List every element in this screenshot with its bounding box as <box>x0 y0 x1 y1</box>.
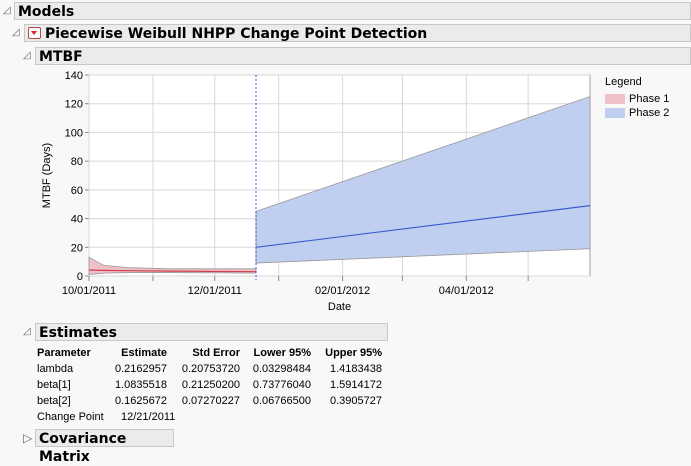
swatch <box>605 108 625 118</box>
col-header: Estimate <box>121 347 167 359</box>
mtbf-header[interactable]: MTBF <box>35 47 691 65</box>
col-header: Parameter <box>37 347 91 359</box>
models-title: Models <box>18 4 75 20</box>
covariance-header[interactable]: Covariance Matrix <box>35 429 174 465</box>
platform-header[interactable]: Piecewise Weibull NHPP Change Point Dete… <box>24 24 691 42</box>
legend-title: Legend <box>605 76 642 88</box>
disclosure-triangle-icon[interactable]: ◿ <box>12 27 20 38</box>
change-point-label: Change Point <box>37 411 104 423</box>
y-axis-label: MTBF (Days) <box>41 143 53 208</box>
table-header: Parameter Estimate Std Error Lower 95% Upper… <box>37 345 382 361</box>
models-header[interactable]: Models <box>14 2 691 20</box>
y-tick-label: 80 <box>71 156 83 168</box>
col-header: Std Error <box>192 347 240 359</box>
estimates-title: Estimates <box>39 325 117 341</box>
cell: beta[2] <box>37 395 71 407</box>
mtbf-title: MTBF <box>39 49 83 65</box>
col-header: Upper 95% <box>325 347 382 359</box>
x-tick-label: 10/01/2011 <box>62 285 116 297</box>
y-tick-label: 100 <box>65 127 83 139</box>
cell: 0.2162957 <box>115 363 167 375</box>
y-tick-label: 0 <box>77 271 83 283</box>
col-header: Lower 95% <box>253 347 311 359</box>
cell: 0.06766500 <box>252 395 311 407</box>
platform-title: Piecewise Weibull NHPP Change Point Dete… <box>45 26 428 42</box>
estimates-header[interactable]: Estimates <box>35 323 388 341</box>
mtbf-line-1 <box>88 269 257 273</box>
swatch <box>605 94 625 104</box>
x-tick-label: 04/01/2012 <box>439 285 494 297</box>
x-tick-label: 12/01/2011 <box>188 285 242 297</box>
cell: 0.73776040 <box>252 379 311 391</box>
cell: lambda <box>37 363 74 375</box>
change-point-row: Change Point 12/21/2011 <box>37 409 382 425</box>
cell: 0.03298484 <box>252 363 311 375</box>
y-tick-label: 40 <box>71 214 83 226</box>
legend-label: Phase 2 <box>629 107 670 119</box>
y-tick-label: 140 <box>65 70 83 82</box>
red-triangle-menu-icon[interactable] <box>28 27 41 39</box>
x-tick-label: 02/01/2012 <box>315 285 370 297</box>
y-tick-label: 120 <box>65 99 83 111</box>
table-row: beta[1] 1.0835518 0.21250200 0.73776040 1.59… <box>37 377 382 393</box>
disclosure-triangle-closed-icon[interactable]: ▷ <box>23 431 33 445</box>
table-row: beta[2] 0.1625672 0.07270227 0.06766500 0.39… <box>37 393 382 409</box>
estimates-table: Parameter Estimate Std Error Lower 95% Upper… <box>37 345 382 425</box>
cell: 0.3905727 <box>330 395 382 407</box>
cell: 1.5914172 <box>330 379 382 391</box>
legend: Legend Phase 1 Phase 2 <box>605 76 669 120</box>
confidence-band-2 <box>255 95 591 264</box>
mtbf-chart: 0 20 40 60 80 100 120 140 10/01/2011 12/01/2011 02… <box>41 70 591 313</box>
disclosure-triangle-icon[interactable]: ◿ <box>3 5 11 16</box>
legend-item-phase-1[interactable]: Phase 1 <box>605 92 669 106</box>
disclosure-triangle-icon[interactable]: ◿ <box>23 326 31 337</box>
cell: 0.20753720 <box>181 363 240 375</box>
cell: 0.21250200 <box>181 379 240 391</box>
table-row: lambda 0.2162957 0.20753720 0.03298484 1.418… <box>37 361 382 377</box>
cell: beta[1] <box>37 379 71 391</box>
y-tick-label: 20 <box>71 242 83 254</box>
cell: 1.0835518 <box>115 379 167 391</box>
cell: 0.1625672 <box>115 395 167 407</box>
disclosure-triangle-icon[interactable]: ◿ <box>23 50 31 61</box>
x-axis-label: Date <box>328 301 351 313</box>
mtbf-line-2 <box>255 205 591 248</box>
change-point-value: 12/21/2011 <box>121 411 176 423</box>
cell: 1.4183438 <box>330 363 382 375</box>
legend-item-phase-2[interactable]: Phase 2 <box>605 106 669 120</box>
legend-label: Phase 1 <box>629 93 670 105</box>
y-tick-label: 60 <box>71 185 83 197</box>
cell: 0.07270227 <box>181 395 240 407</box>
